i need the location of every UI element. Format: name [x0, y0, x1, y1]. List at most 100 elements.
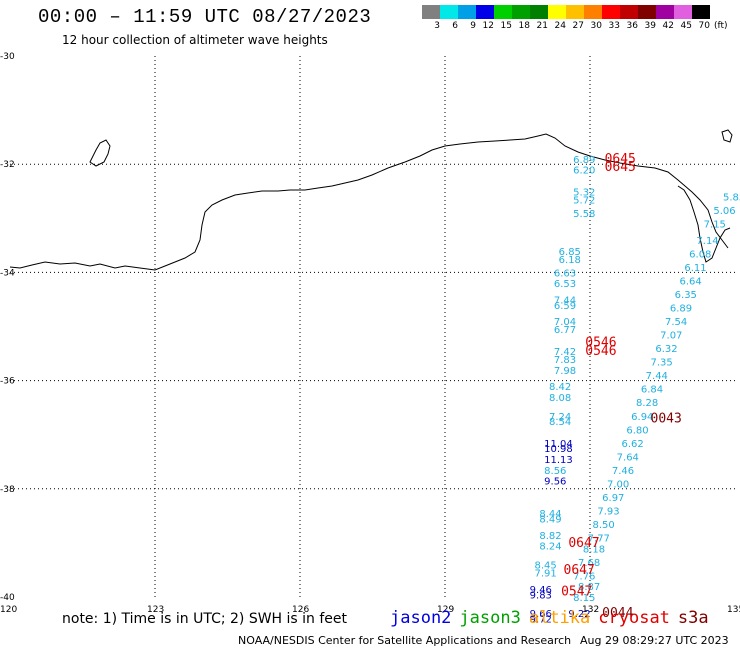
longitude-label: 132 [582, 605, 599, 615]
page-title: 00:00 – 11:59 UTC 08/27/2023 [38, 6, 372, 28]
pass-time-label: 0647 [564, 563, 595, 578]
generated-timestamp: Aug 29 08:29:27 UTC 2023 [580, 634, 729, 647]
wave-height-value: 6.59 [554, 301, 576, 312]
wave-height-value: 9.83 [530, 590, 552, 601]
wave-height-value: 7.04 [554, 317, 576, 328]
wave-height-value: 7.64 [617, 452, 639, 463]
wave-height-value: 6.94 [631, 412, 653, 423]
wave-height-value: 8.18 [583, 544, 605, 555]
wave-height-value: 10.98 [544, 444, 573, 455]
wave-height-value: 6.35 [675, 290, 697, 301]
color-swatch [584, 5, 602, 19]
wave-height-value: 7.77 [588, 533, 610, 544]
color-swatch [692, 5, 710, 19]
map-grid: 120 123 126 129 132 135 -30 -32 -34 -36 -38 -40 [0, 52, 740, 615]
color-swatch [638, 5, 656, 19]
color-swatch [494, 5, 512, 19]
color-tick-label: 24 [554, 21, 566, 31]
wave-height-value: 8.87 [578, 582, 600, 593]
wave-height-value: 7.98 [554, 366, 576, 377]
wave-height-value: 6.62 [622, 439, 644, 450]
pass-time-label: 0546 [585, 336, 616, 351]
wave-height-value: 6.20 [573, 166, 595, 177]
color-tick-label: 70 [698, 21, 710, 31]
wave-height-value: 6.08 [689, 249, 711, 260]
pass-time-label: 0645 [605, 160, 636, 175]
wave-height-value: 7.44 [554, 295, 576, 306]
wave-height-value: 7.14 [696, 236, 718, 247]
color-swatch [620, 5, 638, 19]
color-tick-label: (ft) [714, 21, 728, 31]
wave-height-value: 8.28 [636, 398, 658, 409]
color-swatch [602, 5, 620, 19]
color-swatch [530, 5, 548, 19]
wave-height-value: 7.76 [573, 571, 595, 582]
color-swatch [566, 5, 584, 19]
wave-height-value: 7.07 [660, 331, 682, 342]
island-small-east [721, 129, 733, 143]
satellite-legend: jason2 jason3 altika cryosat s3a [390, 608, 717, 628]
wave-height-value: 8.56 [544, 466, 566, 477]
latitude-label: -32 [0, 160, 15, 170]
legend-entry-jason2: jason2 [390, 608, 452, 628]
wave-height-value: 6.89 [670, 304, 692, 315]
legend-entry-cryosat: cryosat [598, 608, 670, 628]
wave-height-value: 5.06 [713, 206, 735, 217]
wave-height-value: 7.24 [549, 412, 571, 423]
color-swatch [548, 5, 566, 19]
color-swatch [674, 5, 692, 19]
credit-line: NOAA/NESDIS Center for Satellite Applica… [238, 634, 572, 647]
color-tick-label: 30 [590, 21, 602, 31]
island-outline [89, 139, 111, 167]
coastline-mainland [9, 133, 729, 271]
wave-height-value: 6.64 [680, 277, 702, 288]
wave-height-value: 9.56 [544, 477, 566, 488]
latitude-label: -34 [0, 268, 15, 278]
wave-height-value: 8.82 [539, 531, 561, 542]
wave-height-value: 7.91 [535, 569, 557, 580]
legend-entry-altika: altika [528, 608, 591, 628]
color-tick-label: 21 [536, 21, 548, 31]
color-tick-label: 15 [500, 21, 512, 31]
legend-entry-jason3: jason3 [459, 608, 521, 628]
footer-note: note: 1) Time is in UTC; 2) SWH is in fe… [62, 611, 348, 627]
wave-height-value: 6.89 [573, 155, 595, 166]
longitude-label: 129 [437, 605, 454, 615]
color-tick-label: 27 [572, 21, 584, 31]
wave-height-value: 8.15 [573, 593, 595, 604]
wave-height-value: 6.11 [684, 263, 706, 274]
wave-height-value: 7.68 [578, 558, 600, 569]
pass-time-label: 0043 [651, 411, 682, 426]
wave-height-value: 6.18 [559, 255, 581, 266]
color-tick-label: 36 [626, 21, 638, 31]
wave-height-value: 8.50 [593, 520, 615, 531]
color-tick-label: 3 [434, 21, 440, 31]
color-tick-label: 33 [608, 21, 620, 31]
longitude-label: 123 [147, 605, 164, 615]
wave-height-value: 9.22 [568, 609, 590, 620]
latitude-label: -36 [0, 377, 15, 387]
wave-height-value: 7.44 [646, 371, 668, 382]
wave-height-value: 7.54 [665, 317, 687, 328]
wave-height-value: 8.44 [539, 509, 561, 520]
wave-height-value: 7.35 [651, 358, 673, 369]
longitude-label: 135 [727, 605, 740, 615]
color-tick-label: 9 [470, 21, 476, 31]
color-swatch [656, 5, 674, 19]
longitude-label: 120 [0, 605, 17, 615]
wave-height-value: 8.49 [539, 515, 561, 526]
longitude-label: 126 [292, 605, 309, 615]
color-swatch [422, 5, 440, 19]
page-subtitle: 12 hour collection of altimeter wave hei… [62, 33, 328, 47]
pass-time-label: 0044 [602, 606, 633, 621]
wave-height-value: 8.42 [549, 382, 571, 393]
color-scale-ticks: 3 6 9 12 15 18 21 24 27 30 33 36 39 42 45 70 (ft) [422, 21, 738, 31]
color-swatch [512, 5, 530, 19]
wave-height-value: 6.85 [559, 247, 581, 258]
wave-height-value: 7.42 [554, 347, 576, 358]
wave-height-value: 7.83 [554, 355, 576, 366]
wave-height-value: 7.93 [597, 506, 619, 517]
wave-height-value: 6.32 [655, 344, 677, 355]
color-scale-bar [422, 5, 710, 19]
